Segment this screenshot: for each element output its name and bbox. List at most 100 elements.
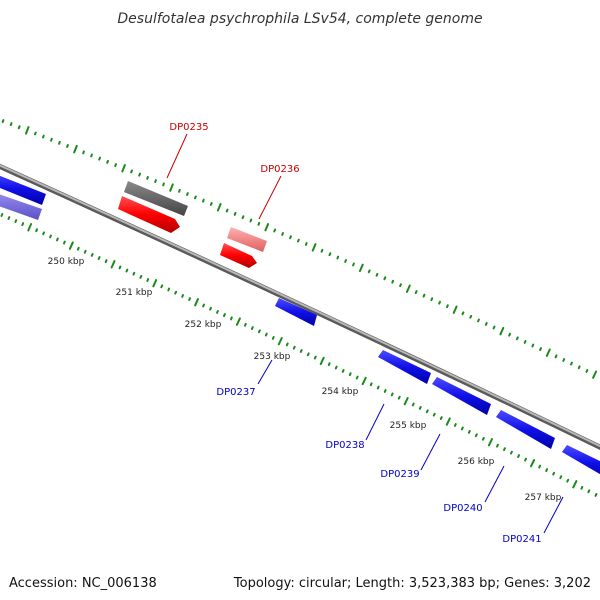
outer-ring-major-tick [499,326,505,336]
inner-ring-minor-tick [271,336,275,340]
inner-ring-major-tick [277,337,283,346]
label-dp0241[interactable]: DP0241 [502,534,541,545]
inner-ring-minor-tick [230,316,233,321]
outer-ring-minor-tick [492,325,496,330]
inner-ring-minor-tick [42,231,45,236]
outer-ring-minor-tick [577,365,581,370]
outer-ring-minor-tick [273,228,277,233]
label-dp0236[interactable]: DP0236 [260,164,299,175]
genome-backbone-highlight [0,164,600,448]
inner-ring-minor-tick [90,253,94,257]
inner-ring-minor-tick [285,342,289,347]
map-title: Desulfotalea psychrophila LSv54, complet… [117,11,482,27]
outer-ring-minor-tick [194,195,197,200]
inner-ring-minor-tick [503,447,506,452]
tick-label-256: 256 kbp [458,457,495,467]
inner-ring-minor-tick [313,355,317,360]
tick-label-254: 254 kbp [322,387,359,397]
outer-ring-minor-tick [42,134,45,139]
gene-dp0239[interactable] [432,377,491,415]
outer-ring-minor-tick [34,131,37,136]
inner-ring-minor-tick [355,375,359,380]
gene-dp0237[interactable] [275,298,317,326]
inner-ring-minor-tick [397,395,401,400]
outer-ring-major-tick [452,305,458,314]
inner-ring-minor-tick [181,294,184,298]
gene-pink-top[interactable] [227,227,267,252]
outer-ring-minor-tick [178,188,181,193]
inner-ring-major-tick [361,376,367,386]
tick-label-252: 252 kbp [185,320,222,330]
inner-ring-minor-tick [418,406,422,410]
inner-ring-major-tick [110,260,116,269]
outer-ring-minor-tick [241,215,245,220]
gene-partial-violet[interactable] [0,191,42,220]
inner-ring-minor-tick [566,478,570,483]
tick-label-253: 253 kbp [254,352,291,362]
label-dp0239[interactable]: DP0239 [380,469,419,480]
gene-dp0236[interactable] [220,243,257,268]
inner-ring-minor-tick [125,268,129,273]
inner-ring-minor-tick [545,468,549,472]
outer-ring-minor-tick [249,218,253,223]
inner-ring-minor-tick [209,306,212,311]
inner-ring-major-tick [152,279,158,288]
inner-ring-minor-tick [376,385,380,390]
outer-ring-major-tick [311,243,317,252]
inner-ring-minor-tick [552,471,556,476]
leader-dp0238 [365,403,385,441]
inner-ring-minor-tick [257,329,261,334]
inner-ring-minor-tick [167,287,171,292]
inner-ring-minor-tick [118,265,122,270]
outer-ring-minor-tick [233,211,237,216]
outer-ring-minor-tick [257,221,261,226]
inner-ring-minor-tick [432,412,436,417]
inner-ring-minor-tick [292,345,296,350]
outer-ring-minor-tick [281,232,284,236]
inner-ring-minor-tick [594,493,598,497]
outer-ring-major-tick [25,126,30,135]
outer-ring-major-tick [358,263,364,273]
leader-dp0237 [257,359,273,385]
outer-ring-major-tick [592,370,598,379]
gene-dp0238[interactable] [378,350,431,384]
outer-ring-minor-tick [539,347,542,351]
inner-ring-minor-tick [97,256,101,260]
inner-ring-minor-tick [56,237,59,242]
inner-ring-minor-tick [510,450,513,455]
outer-ring-minor-tick [438,300,441,305]
gene-partial-blue[interactable] [0,172,46,205]
label-dp0235[interactable]: DP0235 [169,122,208,133]
outer-ring-minor-tick [58,140,61,145]
tick-label-250: 250 kbp [48,257,85,267]
outer-ring-minor-tick [531,343,535,348]
label-dp0238[interactable]: DP0238 [325,440,364,451]
outer-ring-minor-tick [106,159,109,164]
inner-ring-minor-tick [223,313,226,317]
inner-ring-major-tick [27,223,33,232]
outer-ring-minor-tick [146,176,149,180]
inner-ring-major-tick [319,356,325,366]
gene-gray-top[interactable] [124,181,188,216]
outer-ring-minor-tick [304,242,308,246]
inner-ring-major-tick [487,438,493,447]
outer-ring-minor-tick [469,314,473,319]
gene-dp0235[interactable] [118,196,180,233]
outer-ring-minor-tick [162,182,165,187]
label-dp0237[interactable]: DP0237 [216,387,255,398]
inner-tick-ring [0,213,598,497]
gene-dp0240[interactable] [496,410,555,449]
outer-ring-minor-tick [98,156,101,161]
inner-ring-minor-tick [348,372,352,377]
outer-ring-minor-tick [186,192,189,196]
inner-ring-minor-tick [369,382,373,387]
outer-ring-minor-tick [554,354,558,359]
inner-ring-minor-tick [425,409,429,414]
label-dp0240[interactable]: DP0240 [443,503,482,514]
inner-ring-minor-tick [83,249,87,254]
inner-ring-major-tick [235,317,241,326]
gene-dp0241[interactable] [562,445,600,480]
inner-ring-major-tick [68,241,74,250]
inner-ring-major-tick [572,480,578,489]
